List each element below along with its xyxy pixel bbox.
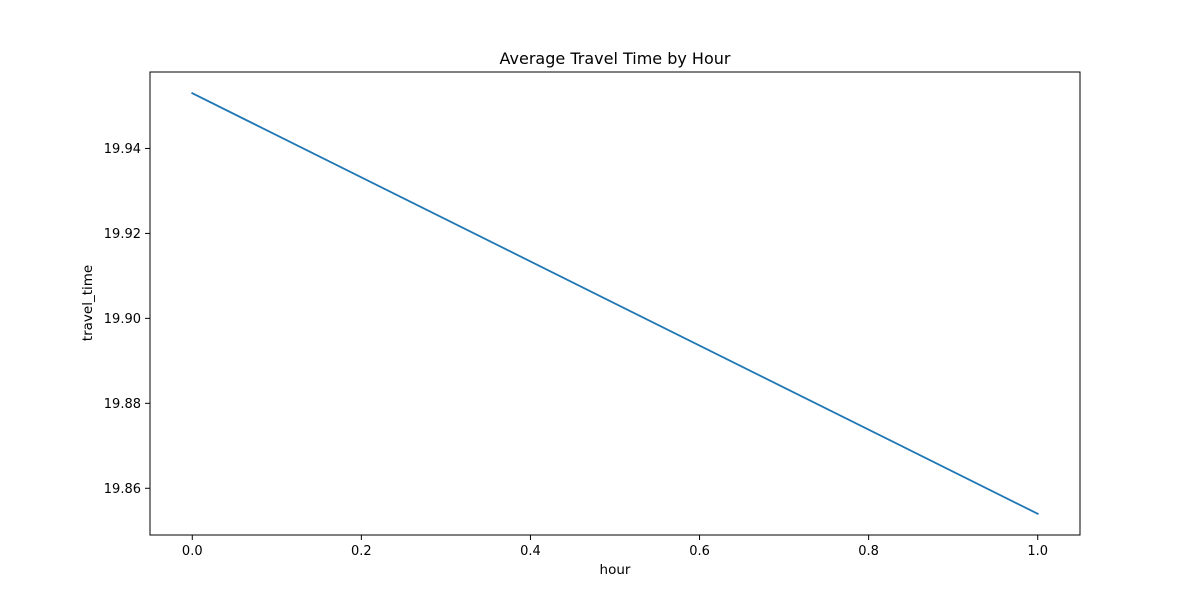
y-axis-label: travel_time bbox=[80, 265, 96, 341]
x-axis-ticks: 0.0 0.2 0.4 0.6 0.8 1.0 bbox=[182, 535, 1048, 559]
plot-area-frame bbox=[149, 71, 1081, 536]
series-line-0 bbox=[191, 92, 1039, 515]
y-tick-label: 19.90 bbox=[104, 312, 141, 327]
y-tick-label: 19.86 bbox=[104, 482, 141, 497]
y-tick-label: 19.88 bbox=[104, 397, 141, 412]
x-tick-label: 0.2 bbox=[351, 544, 372, 559]
x-tick-label: 0.0 bbox=[182, 544, 203, 559]
chart-title: Average Travel Time by Hour bbox=[500, 49, 731, 68]
x-tick-label: 0.4 bbox=[520, 544, 541, 559]
y-tick-label: 19.94 bbox=[104, 142, 141, 157]
series-layer bbox=[191, 92, 1039, 515]
x-tick-label: 1.0 bbox=[1027, 544, 1048, 559]
y-axis-ticks: 19.86 19.88 19.90 19.92 19.94 bbox=[104, 142, 150, 497]
x-axis-label: hour bbox=[600, 562, 631, 578]
x-tick-label: 0.6 bbox=[689, 544, 710, 559]
x-tick-label: 0.8 bbox=[858, 544, 879, 559]
y-tick-label: 19.92 bbox=[104, 227, 141, 242]
